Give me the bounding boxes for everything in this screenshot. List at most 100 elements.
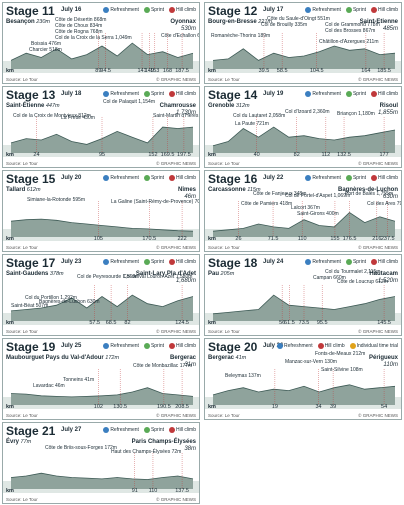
start-altitude: 115m: [245, 187, 261, 193]
climb-annotation: Col de Peyresourde 1,569m: [77, 274, 140, 280]
climb-annotation: La Frette 430m: [61, 115, 95, 121]
legend-label: Refreshment: [110, 343, 139, 349]
legend-label: Hill climb: [176, 175, 196, 181]
legend-item: Individual time trial: [349, 343, 398, 349]
legend-item: Hill climb: [371, 259, 398, 265]
climb-annotation: Port de Balès 1,755m: [345, 191, 394, 197]
km-marker: 94.5: [100, 68, 111, 74]
km-marker: 24: [33, 152, 40, 158]
start-town: Tallard 612m: [6, 187, 41, 194]
finish-name: Nîmes: [177, 187, 196, 193]
legend: Refreshment Sprint Hill climb: [305, 7, 398, 13]
km-marker: 145.5: [377, 320, 391, 326]
elevation-profile: [205, 285, 401, 325]
climb-annotation: Col du Tourmalet 2,115m: [325, 269, 381, 275]
finish-altitude: 1,520m: [377, 278, 398, 284]
refreshment-icon: [305, 91, 312, 97]
stage-title: Stage 17: [6, 256, 56, 270]
legend-item: Sprint: [143, 343, 164, 349]
legend-label: Sprint: [150, 7, 164, 13]
finish-altitude: 38m: [184, 446, 196, 452]
hill-climb-icon: [169, 175, 175, 181]
hill-climb-icon: [169, 7, 175, 13]
climb-annotation: Lavardac 46m: [33, 383, 65, 389]
finish-name: Saint-Etienne: [359, 19, 398, 25]
legend: Refreshment Sprint Hill climb: [103, 259, 196, 265]
finish-town: Nîmes 46m: [178, 187, 196, 201]
km-label: km: [208, 320, 216, 326]
km-marker: 187.5: [175, 68, 189, 74]
km-marker: 169.5: [160, 152, 175, 158]
legend-label: Sprint: [352, 175, 366, 181]
km-label: km: [6, 236, 14, 242]
elevation-profile: [205, 369, 401, 409]
credit: © GRAPHIC NEWS: [156, 245, 196, 250]
km-marker: 39: [330, 404, 337, 410]
stage-title: Stage 11: [6, 4, 55, 18]
finish-name: Périgueux: [368, 355, 398, 361]
stage-date: July 17: [263, 7, 284, 13]
legend-label: Sprint: [150, 427, 164, 433]
finish-town: Bergerac 31m: [170, 355, 196, 369]
elevation-area: [11, 43, 193, 69]
credit: © GRAPHIC NEWS: [156, 329, 196, 334]
start-town: Évry 77m: [6, 439, 31, 446]
credit: © GRAPHIC NEWS: [358, 161, 398, 166]
legend-item: Hill climb: [169, 259, 196, 265]
legend-label: Refreshment: [110, 91, 139, 97]
finish-town: Hautacam 1,520m: [369, 271, 398, 285]
climb-annotation: Lalcort 367m: [291, 205, 320, 211]
hill-climb-icon: [169, 91, 175, 97]
km-marker: 19: [271, 404, 278, 410]
km-marker: 153: [150, 68, 160, 74]
elevation-area: [11, 127, 193, 153]
legend-item: Hill climb: [371, 91, 398, 97]
km-marker: 68.5: [105, 320, 117, 326]
source-note: Source: Le Tour: [208, 329, 240, 334]
elevation-profile: [205, 201, 401, 241]
km-marker: 56: [279, 320, 286, 326]
legend-item: Refreshment: [103, 259, 139, 265]
legend-label: Hill climb: [176, 259, 196, 265]
credit: © GRAPHIC NEWS: [156, 497, 196, 502]
elevation-profile: [3, 117, 199, 157]
start-town: Maubourguet Pays du Val-d'Adour 172m: [6, 355, 119, 362]
start-name: Bergerac: [208, 355, 235, 361]
km-marker: 82: [293, 152, 300, 158]
climb-annotation: Simiane-la-Rotonde 595m: [27, 197, 86, 203]
legend-label: Hill climb: [324, 343, 345, 349]
legend-label: Hill climb: [176, 7, 196, 13]
credit: © GRAPHIC NEWS: [358, 329, 398, 334]
elevation-profile: [3, 33, 199, 73]
legend-label: Sprint: [150, 175, 164, 181]
hill-climb-icon: [169, 343, 175, 349]
km-label: km: [6, 404, 14, 410]
start-altitude: 77m: [19, 439, 32, 445]
km-marker: 102: [93, 404, 103, 410]
finish-name: Bergerac: [169, 355, 196, 361]
climb-annotation: Côte de Monbazillac 177m: [133, 363, 193, 369]
elevation-profile: [3, 453, 199, 493]
climb-annotation: Briançon 1,180m: [337, 111, 375, 117]
credit: © GRAPHIC NEWS: [156, 161, 196, 166]
km-marker: 95: [98, 152, 106, 158]
climb-annotation: Tonneins 41m: [63, 377, 95, 383]
finish-altitude: 1,680m: [175, 278, 196, 284]
km-label: km: [208, 404, 216, 410]
stage-panel: Stage 20 July 26 Refreshment Hill climb Indi…: [204, 338, 402, 420]
elevation-line: [10, 294, 194, 312]
finish-altitude: 46m: [184, 194, 196, 200]
climb-annotation: Col de Brouilly 335m: [261, 22, 308, 28]
elevation-line: [10, 472, 194, 480]
elevation-line: [10, 126, 194, 145]
climb-annotation: Saint-Silvine 108m: [321, 367, 363, 373]
hill-climb-icon: [169, 427, 175, 433]
start-name: Tallard: [6, 187, 26, 193]
stage-title: Stage 15: [6, 172, 56, 186]
km-marker: 57.5: [89, 320, 101, 326]
elevation-area: [213, 212, 395, 237]
elevation-area: [11, 473, 193, 489]
climb-annotation: Saint-Béat 507m: [11, 303, 49, 309]
stage-panel: Stage 15 July 20 Refreshment Sprint Hill cli…: [2, 170, 200, 252]
start-town: Besançon 230m: [6, 19, 50, 26]
